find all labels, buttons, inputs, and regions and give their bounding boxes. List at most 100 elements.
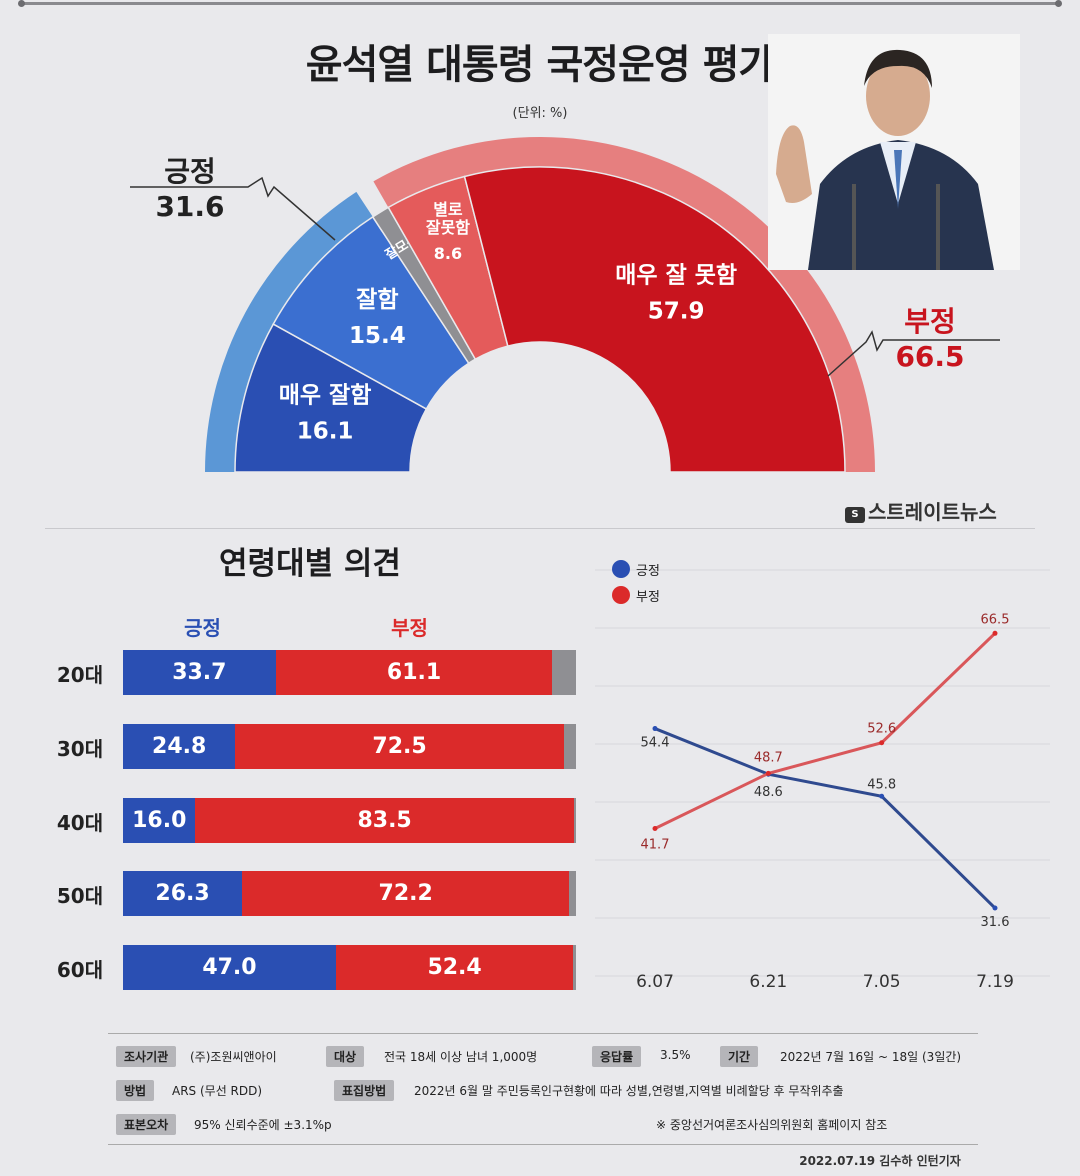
slice-label: 매우 잘 못함 <box>615 263 737 289</box>
bar-header-positive: 긍정 <box>184 616 221 640</box>
negative-total-label: 부정 <box>904 305 956 338</box>
line-point <box>652 826 658 832</box>
line-point <box>992 905 998 911</box>
slice-value: 8.6 <box>434 244 462 263</box>
slice-label: 잘못함 <box>426 218 470 237</box>
line-data-label: 48.6 <box>754 785 783 800</box>
line-positive <box>654 727 997 910</box>
bar-segment-other <box>569 871 576 916</box>
age-bar-row: 33.7 61.1 <box>123 650 576 695</box>
age-bar-row: 16.0 83.5 <box>123 798 576 843</box>
negative-group-ring <box>373 137 875 472</box>
line-point <box>879 793 885 799</box>
target-text: 전국 18세 이상 남녀 1,000명 <box>384 1050 538 1064</box>
bar-segment-other <box>563 724 576 769</box>
bar-segment-positive: 24.8 <box>123 724 236 769</box>
sampling-tag: 표집방법 <box>334 1080 395 1101</box>
bar-segment-positive: 33.7 <box>123 650 276 695</box>
age-bar-row: 47.0 52.4 <box>123 945 576 990</box>
line-point <box>765 770 771 776</box>
target-tag: 대상 <box>326 1046 365 1067</box>
legend-swatch-negative <box>612 586 630 604</box>
slice-value: 57.9 <box>648 299 705 325</box>
bar-segment-other <box>573 798 576 843</box>
top-rule-dot <box>18 0 25 7</box>
section-divider <box>45 528 1035 529</box>
bar-segment-other <box>552 650 576 695</box>
age-label: 30대 <box>56 737 104 761</box>
chart-title: 윤석열 대통령 국정운영 평가 <box>305 42 775 88</box>
line-data-label: 48.7 <box>754 750 783 765</box>
period-tag: 기간 <box>720 1046 759 1067</box>
age-bar-row: 26.3 72.2 <box>123 871 576 916</box>
top-rule-dot <box>1055 0 1062 7</box>
x-tick-label: 7.05 <box>863 972 901 992</box>
response-tag: 응답률 <box>592 1046 642 1067</box>
slice-value: 15.4 <box>349 323 406 349</box>
top-rule <box>22 2 1058 5</box>
bar-segment-negative: 72.2 <box>242 871 570 916</box>
age-label: 20대 <box>56 663 104 687</box>
age-section-title: 연령대별 의견 <box>219 546 401 582</box>
sampling-text: 2022년 6월 말 주민등록인구현황에 따라 성별,연령별,지역별 비례할당 … <box>414 1084 844 1098</box>
survey-info: 조사기관 (주)조원씨앤아이 대상 전국 18세 이상 남녀 1,000명 응답… <box>108 1033 978 1145</box>
period-text: 2022년 7월 16일 ~ 18일 (3일간) <box>780 1050 962 1064</box>
line-chart: 6.07 6.21 7.05 7.19 54.4 48.6 45.8 31.6 41.7 48.7… <box>595 569 1050 992</box>
source-logo: S 스트레이트뉴스 <box>845 496 997 525</box>
agency-text: (주)조원씨앤아이 <box>190 1050 277 1064</box>
bar-segment-negative: 61.1 <box>275 650 553 695</box>
positive-callout-line <box>130 176 336 241</box>
slice-value: 16.1 <box>297 418 354 444</box>
legend-item-negative: 부정 <box>612 582 660 608</box>
method-tag: 방법 <box>116 1080 155 1101</box>
slice-label: 잘함 <box>356 287 398 313</box>
x-tick-label: 7.19 <box>976 972 1014 992</box>
president-photo <box>768 34 1020 270</box>
bar-segment-negative: 83.5 <box>195 798 574 843</box>
line-negative <box>654 632 997 830</box>
age-label: 40대 <box>56 811 104 835</box>
line-legend: 긍정 부정 <box>612 556 660 608</box>
line-data-label: 66.5 <box>981 612 1010 627</box>
method-text: ARS (무선 RDD) <box>172 1084 263 1098</box>
positive-total-label: 긍정 <box>164 155 216 188</box>
positive-total-value: 31.6 <box>155 190 225 223</box>
bar-segment-negative: 52.4 <box>335 945 574 990</box>
response-text: 3.5% <box>660 1048 691 1062</box>
age-label: 60대 <box>56 958 104 982</box>
negative-callout-line <box>827 330 1000 377</box>
slice-very-bad <box>463 166 846 473</box>
line-data-label: 45.8 <box>867 777 896 792</box>
slice-label: 별로 <box>433 200 463 219</box>
x-tick-label: 6.07 <box>636 972 674 992</box>
legend-swatch-positive <box>612 560 630 578</box>
positive-group-ring <box>205 191 373 472</box>
age-bar-row: 24.8 72.5 <box>123 724 576 769</box>
line-data-label: 52.6 <box>867 722 896 737</box>
age-label: 50대 <box>56 884 104 908</box>
error-text: 95% 신뢰수준에 ±3.1%p <box>194 1118 332 1132</box>
unit-label: (단위: %) <box>512 106 568 121</box>
credit-line: 2022.07.19 김수하 인턴기자 <box>799 1154 961 1168</box>
line-point <box>879 740 885 746</box>
legend-item-positive: 긍정 <box>612 556 660 582</box>
agency-tag: 조사기관 <box>116 1046 177 1067</box>
slice-label: 매우 잘함 <box>279 382 372 408</box>
bar-segment-negative: 72.5 <box>235 724 564 769</box>
source-note: ※ 중앙선거여론조사심의위원회 홈페이지 참조 <box>656 1118 888 1132</box>
bar-segment-positive: 47.0 <box>123 945 336 990</box>
bar-segment-other <box>573 945 576 990</box>
line-point <box>992 630 998 636</box>
line-data-label: 31.6 <box>981 915 1010 930</box>
bar-header-negative: 부정 <box>391 616 428 640</box>
x-tick-label: 6.21 <box>749 972 787 992</box>
logo-badge-icon: S <box>845 507 865 523</box>
line-data-label: 41.7 <box>641 838 670 853</box>
negative-total-value: 66.5 <box>895 340 965 373</box>
bar-segment-positive: 26.3 <box>123 871 243 916</box>
line-point <box>652 726 658 732</box>
line-data-label: 54.4 <box>641 736 670 751</box>
bar-segment-positive: 16.0 <box>123 798 196 843</box>
error-tag: 표본오차 <box>116 1114 177 1135</box>
